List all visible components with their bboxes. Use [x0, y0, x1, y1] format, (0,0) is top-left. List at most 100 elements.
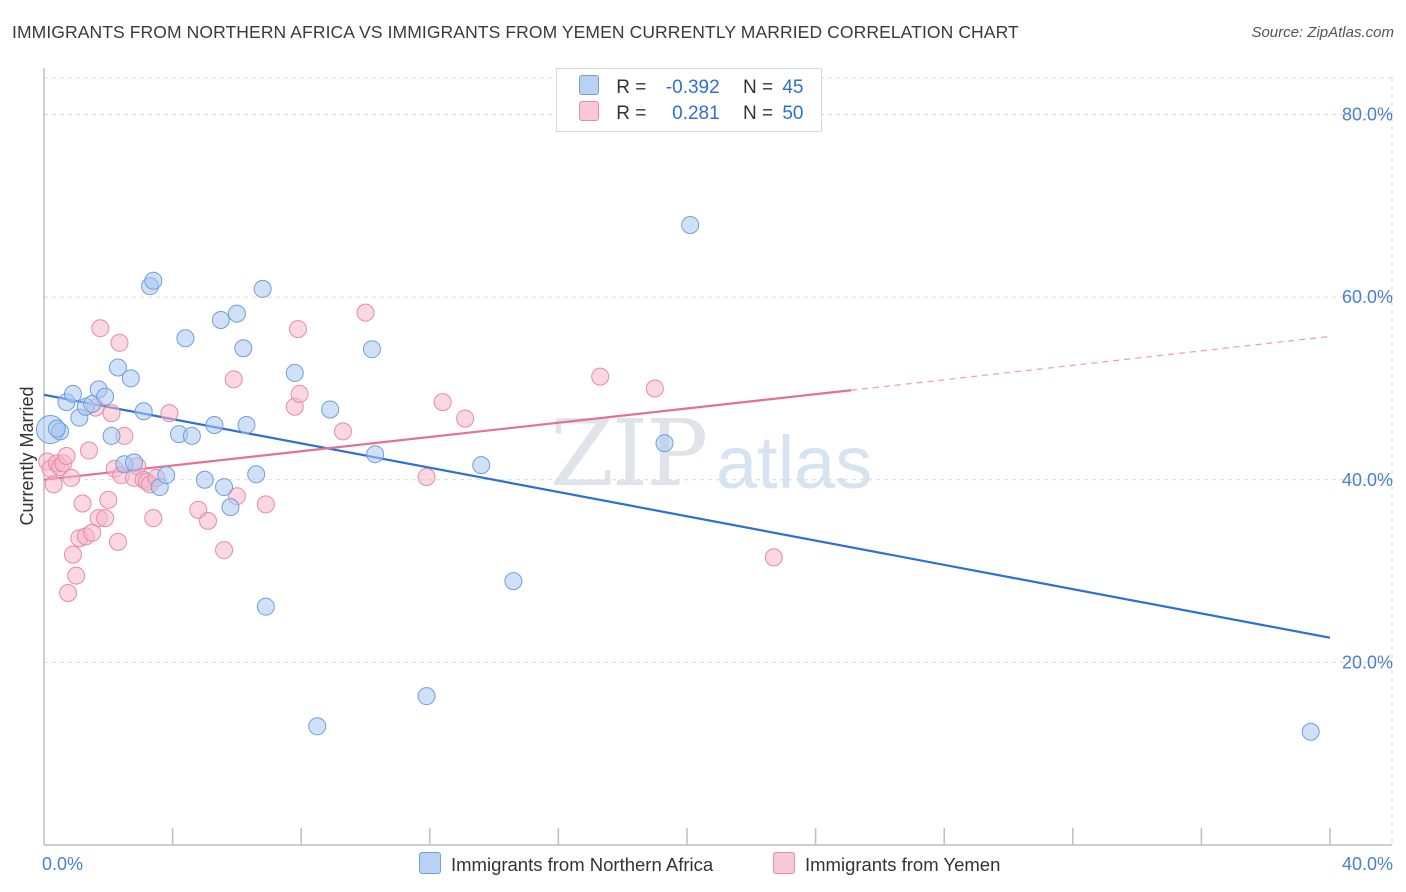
data-point-northern-africa — [1301, 722, 1320, 741]
data-point-northern-africa — [144, 271, 163, 290]
y-tick-label: 40.0% — [1342, 470, 1393, 490]
data-point-northern-africa — [96, 387, 115, 406]
series-northern-africa-points — [35, 216, 1320, 741]
data-point-yemen — [91, 319, 110, 338]
data-point-yemen — [645, 379, 664, 398]
data-point-northern-africa — [176, 329, 195, 348]
data-point-yemen — [57, 447, 76, 466]
data-point-northern-africa — [237, 415, 256, 434]
data-point-northern-africa — [227, 304, 246, 323]
y-tick-label: 60.0% — [1342, 287, 1393, 307]
data-point-northern-africa — [63, 384, 82, 403]
data-point-northern-africa — [285, 363, 304, 382]
data-point-northern-africa — [102, 426, 121, 445]
legend-swatch-pink — [579, 101, 599, 121]
trend-line-yemen — [43, 389, 852, 481]
n-value: 45 — [782, 77, 804, 98]
data-point-northern-africa — [205, 415, 224, 434]
data-point-yemen — [63, 545, 82, 564]
series-yemen-points — [38, 303, 783, 602]
x-tick-label: 40.0% — [1342, 854, 1393, 874]
data-point-yemen — [433, 393, 452, 412]
legend-item-yemen: Immigrants from Yemen — [773, 852, 1000, 876]
data-point-northern-africa — [195, 470, 214, 489]
data-point-northern-africa — [247, 465, 266, 484]
source-label: Source: ZipAtlas.com — [1251, 24, 1394, 41]
n-label: N = — [742, 103, 774, 124]
chart-title: IMMIGRANTS FROM NORTHERN AFRICA VS IMMIG… — [12, 22, 1019, 42]
gridlines — [44, 77, 1393, 845]
data-point-yemen — [102, 404, 121, 423]
x-tick-label: 0.0% — [42, 854, 83, 874]
data-point-northern-africa — [182, 426, 201, 445]
data-point-yemen — [456, 409, 475, 428]
y-tick-label: 20.0% — [1342, 652, 1393, 672]
r-value: 0.281 — [672, 103, 720, 124]
data-point-northern-africa — [417, 687, 436, 706]
trend-lines — [43, 335, 1331, 639]
data-point-yemen — [290, 384, 309, 403]
data-point-northern-africa — [256, 597, 275, 616]
data-point-northern-africa — [157, 466, 176, 485]
legend-swatch-blue — [419, 852, 441, 874]
data-point-northern-africa — [108, 358, 127, 377]
data-point-northern-africa — [681, 216, 700, 235]
data-point-yemen — [108, 532, 127, 551]
watermark-zip: ZIP — [550, 400, 708, 507]
data-point-northern-africa — [134, 402, 153, 421]
data-point-yemen — [160, 404, 179, 423]
data-point-northern-africa — [504, 572, 523, 591]
data-point-yemen — [99, 490, 118, 509]
data-point-yemen — [62, 468, 81, 487]
data-point-yemen — [110, 333, 129, 352]
legend-label: Immigrants from Yemen — [805, 854, 1001, 875]
data-point-northern-africa — [121, 369, 140, 388]
n-value: 50 — [782, 103, 804, 124]
trend-line-northern-africa — [43, 393, 1331, 639]
y-tick-label: 80.0% — [1342, 105, 1393, 125]
n-label: N = — [742, 77, 774, 98]
data-point-northern-africa — [321, 400, 340, 419]
stats-legend-row-yemen: R = 0.281 N = 50 — [579, 101, 803, 125]
legend-label: Immigrants from Northern Africa — [451, 854, 714, 875]
y-axis-title: Currently Married — [17, 386, 37, 525]
stats-legend-row-northern-africa: R = -0.392 N = 45 — [579, 75, 803, 99]
data-point-northern-africa — [47, 419, 66, 438]
data-point-northern-africa — [234, 339, 253, 358]
data-point-yemen — [96, 509, 115, 528]
r-value: -0.392 — [665, 77, 720, 98]
data-point-yemen — [44, 475, 63, 494]
data-point-northern-africa — [366, 445, 385, 464]
data-point-yemen — [764, 548, 783, 567]
legend-swatch-pink — [773, 852, 795, 874]
data-point-yemen — [356, 303, 375, 322]
data-point-northern-africa — [308, 717, 327, 736]
data-point-yemen — [73, 494, 92, 513]
tick-labels: 20.0% 40.0% 60.0% 80.0% 0.0% 40.0% Currently M… — [17, 105, 1393, 874]
trend-line-yemen-extrapolated — [850, 335, 1331, 391]
data-point-yemen — [224, 370, 243, 389]
legend-item-northern-africa: Immigrants from Northern Africa — [419, 852, 713, 876]
data-point-yemen — [417, 468, 436, 487]
legend-swatch-blue — [579, 75, 599, 95]
data-point-yemen — [67, 566, 86, 585]
data-point-yemen — [59, 583, 78, 602]
data-point-northern-africa — [125, 453, 144, 472]
data-point-yemen — [333, 422, 352, 441]
data-point-yemen — [144, 509, 163, 528]
data-point-yemen — [215, 541, 234, 560]
data-point-yemen — [256, 495, 275, 514]
data-point-northern-africa — [655, 434, 674, 453]
data-point-northern-africa — [221, 498, 240, 517]
r-label: R = — [616, 77, 647, 98]
data-point-northern-africa — [211, 310, 230, 329]
stats-legend: R = -0.392 N = 45 R = 0.281 N = 50 — [556, 68, 822, 132]
data-point-yemen — [198, 511, 217, 530]
data-point-yemen — [591, 367, 610, 386]
data-point-northern-africa — [215, 478, 234, 497]
data-point-yemen — [288, 320, 307, 339]
data-point-northern-africa — [472, 456, 491, 475]
data-point-yemen — [80, 441, 99, 460]
data-point-northern-africa — [253, 279, 272, 298]
